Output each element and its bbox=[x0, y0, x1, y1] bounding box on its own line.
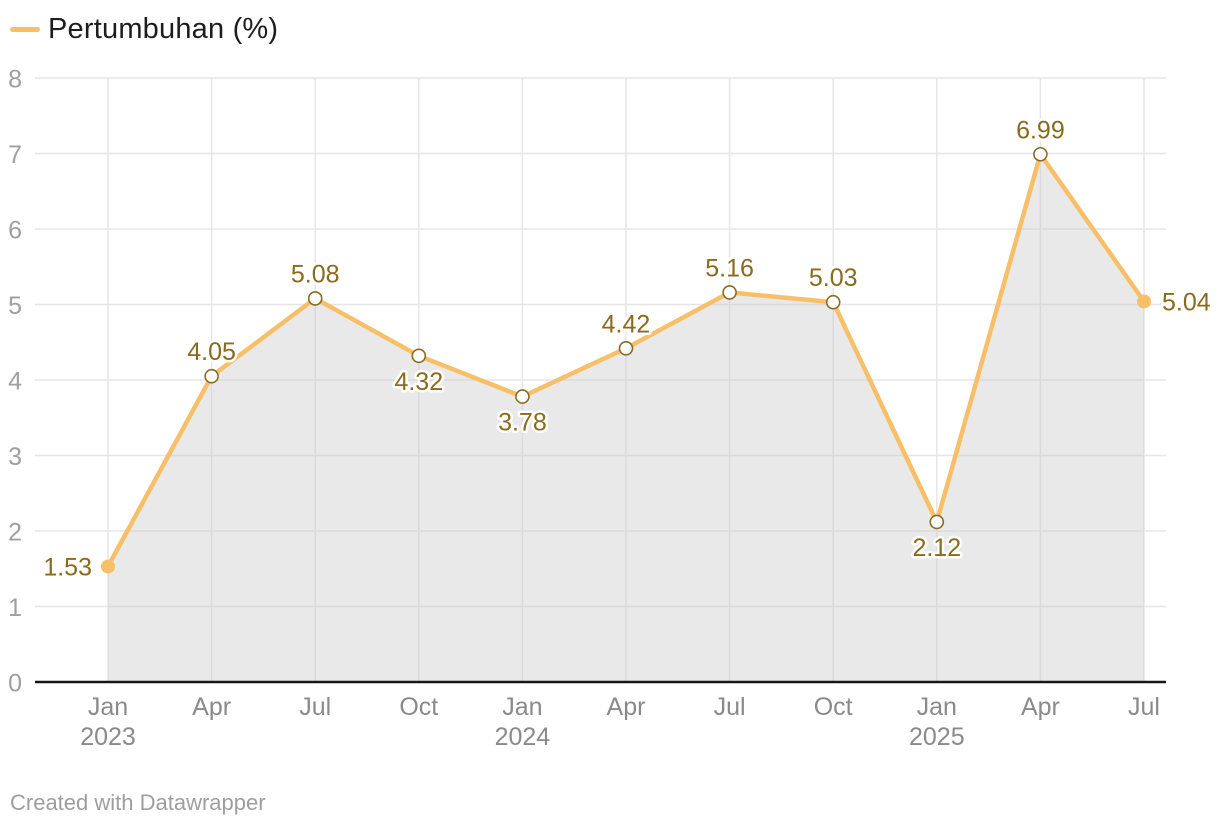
data-point-marker bbox=[929, 514, 945, 530]
x-tick-label: Apr bbox=[607, 693, 646, 721]
legend: Pertumbuhan (%) bbox=[10, 13, 278, 46]
y-tick-label: 2 bbox=[8, 519, 22, 547]
x-tick-label: Jul bbox=[1128, 693, 1160, 721]
x-tick-year-label: 2024 bbox=[495, 723, 551, 751]
data-point-marker bbox=[618, 340, 634, 356]
data-point-marker bbox=[101, 559, 115, 574]
y-tick-label: 7 bbox=[8, 141, 22, 169]
data-point-label: 5.08 bbox=[291, 260, 340, 288]
x-tick-label: Jul bbox=[299, 693, 331, 721]
x-tick-label: Apr bbox=[192, 693, 231, 721]
y-tick-label: 5 bbox=[8, 292, 22, 320]
data-point-label: 4.05 bbox=[187, 338, 236, 366]
y-tick-label: 8 bbox=[8, 66, 22, 94]
data-point-marker bbox=[515, 389, 530, 404]
series-area bbox=[108, 154, 1144, 682]
legend-line-swatch bbox=[10, 27, 40, 32]
x-tick-label: Jan bbox=[917, 693, 957, 721]
data-point-marker bbox=[307, 291, 323, 306]
x-tick-label: Oct bbox=[814, 693, 853, 721]
data-point-label: 4.32 bbox=[394, 368, 443, 396]
y-tick-label: 0 bbox=[8, 670, 22, 698]
x-tick-label: Jul bbox=[714, 693, 746, 721]
x-tick-year-label: 2025 bbox=[909, 723, 965, 751]
x-tick-year-label: 2023 bbox=[80, 723, 136, 751]
data-point-marker bbox=[1033, 146, 1048, 162]
datawrapper-attribution: Created with Datawrapper bbox=[10, 790, 266, 815]
x-tick-label: Jan bbox=[88, 693, 128, 721]
data-point-marker bbox=[1137, 294, 1151, 309]
data-point-marker bbox=[204, 368, 219, 384]
data-point-label: 6.99 bbox=[1016, 116, 1065, 144]
data-point-marker bbox=[411, 348, 427, 364]
data-point-label: 4.42 bbox=[602, 310, 651, 338]
data-point-label: 5.03 bbox=[809, 264, 858, 292]
data-point-label: 3.78 bbox=[498, 409, 547, 437]
x-tick-label: Oct bbox=[399, 693, 438, 721]
data-point-label: 2.12 bbox=[912, 534, 961, 562]
y-tick-label: 1 bbox=[8, 594, 22, 622]
data-point-label: 5.16 bbox=[705, 254, 754, 282]
legend-label: Pertumbuhan (%) bbox=[48, 13, 279, 45]
x-tick-label: Jan bbox=[502, 693, 542, 721]
data-point-marker bbox=[825, 294, 841, 310]
y-tick-label: 6 bbox=[8, 217, 22, 245]
x-tick-label: Apr bbox=[1021, 693, 1060, 721]
y-tick-label: 4 bbox=[8, 368, 22, 396]
data-point-marker bbox=[722, 285, 737, 300]
y-tick-label: 3 bbox=[8, 443, 22, 471]
data-point-label: 5.04 bbox=[1162, 288, 1211, 316]
data-point-label: 1.53 bbox=[43, 553, 92, 581]
